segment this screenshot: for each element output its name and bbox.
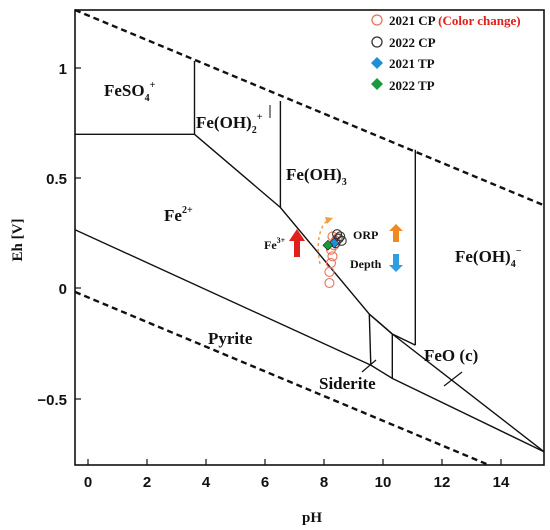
x-tick-label: 10 — [375, 474, 392, 491]
x-tick-label: 4 — [202, 474, 211, 491]
x-axis-title: pH — [302, 510, 322, 526]
data-point-2021-cp — [325, 257, 337, 269]
field-label-fe2: Fe2+ — [164, 205, 193, 225]
data-points — [322, 229, 347, 289]
legend-marker-2021-tp — [371, 57, 383, 69]
y-tick-label: −0.5 — [37, 392, 67, 409]
data-point-2021-cp — [324, 266, 335, 277]
orp-label: ORP — [353, 228, 378, 242]
x-tick-label: 8 — [320, 474, 328, 491]
legend-marker-2021-cp — [371, 14, 383, 26]
legend-marker-2022-cp — [371, 36, 383, 48]
boundary-water-upper — [74, 8, 545, 207]
legend-marker-2022-tp — [371, 78, 383, 90]
data-point-2021-tp — [328, 237, 340, 249]
data-point-2021-cp — [327, 251, 338, 262]
y-axis-title: Eh [V] — [10, 219, 26, 262]
fe3-label: Fe3+ — [264, 236, 286, 252]
field-label-feoh2: Fe(OH)2+ — [196, 112, 263, 136]
field-label-pyrite: Pyrite — [208, 329, 253, 348]
y-tick-labels: 1 0.5 0 −0.5 — [37, 61, 67, 409]
data-point-2022-cp — [332, 229, 343, 240]
depth-down-arrow — [389, 254, 403, 272]
boundary-siderite-bottom — [370, 364, 545, 453]
siderite-leader — [361, 359, 377, 373]
boundary-pyrite-upper — [74, 229, 372, 366]
field-label-feoh3: Fe(OH)3 — [286, 165, 347, 188]
y-tick-label: 0.5 — [46, 171, 67, 188]
plot-frame — [74, 9, 545, 466]
legend-entry-2022-tp: 2022 TP — [389, 78, 435, 93]
boundary-siderite-left — [368, 314, 372, 366]
legend-entry-2021-tp: 2021 TP — [389, 56, 435, 71]
boundary-fe2-upper — [194, 133, 545, 453]
data-point-2022-cp — [335, 231, 346, 242]
orange-dashed-trail — [317, 219, 330, 265]
legend-entry-2022-cp: 2022 CP — [389, 35, 436, 50]
y-tick-label: 0 — [59, 281, 67, 298]
x-tick-label: 14 — [493, 474, 510, 491]
field-label-siderite: Siderite — [319, 374, 376, 393]
boundary-water-lower — [74, 290, 490, 467]
x-tick-labels: 0 2 4 6 8 10 12 14 — [84, 474, 510, 491]
boundary-lines — [74, 8, 545, 467]
legend: 2021 CP (Color change) 2022 CP 2021 TP 2… — [371, 13, 521, 93]
depth-label: Depth — [350, 257, 382, 271]
data-point-2021-cp — [324, 277, 335, 289]
legend-entry-2021-cp: 2021 CP (Color change) — [389, 13, 521, 28]
y-tick-label: 1 — [59, 61, 67, 78]
field-label-feoh4: Fe(OH)4− — [455, 246, 522, 270]
tick-marks — [75, 67, 502, 465]
feo-leader — [443, 371, 463, 387]
field-label-feo: FeO (c) — [424, 346, 478, 365]
x-tick-label: 2 — [143, 474, 151, 491]
field-label-feso4: FeSO4+ — [104, 80, 156, 104]
x-tick-label: 6 — [261, 474, 269, 491]
fe3-increase-arrow — [289, 229, 305, 257]
x-tick-label: 12 — [434, 474, 451, 491]
orange-trail-arrowhead — [325, 217, 333, 224]
x-tick-label: 0 — [84, 474, 92, 491]
orp-up-arrow — [389, 224, 403, 242]
data-point-2022-tp — [322, 239, 334, 251]
